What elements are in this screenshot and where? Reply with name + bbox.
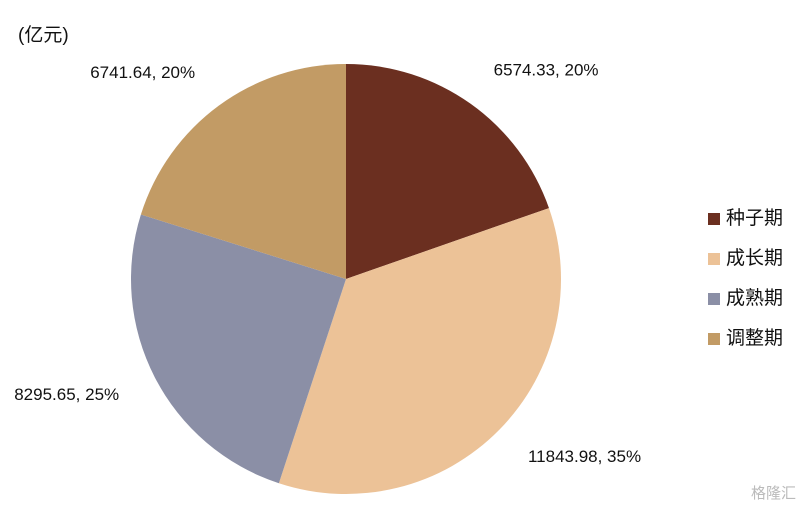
pie-slice bbox=[140, 64, 346, 279]
legend-swatch bbox=[708, 253, 720, 265]
legend-label: 成长期 bbox=[726, 247, 783, 269]
pie-slice bbox=[278, 208, 561, 494]
legend-swatch bbox=[708, 333, 720, 345]
data-label: 6574.33, 20% bbox=[494, 61, 599, 80]
pie-slice bbox=[130, 214, 346, 484]
data-label: 8295.65, 25% bbox=[14, 385, 119, 404]
legend-label: 成熟期 bbox=[726, 287, 783, 309]
legend-label: 种子期 bbox=[726, 207, 783, 229]
data-label: 11843.98, 35% bbox=[528, 447, 641, 466]
legend-swatch bbox=[708, 293, 720, 305]
legend-swatch bbox=[708, 213, 720, 225]
pie-slice bbox=[346, 64, 549, 279]
unit-label: (亿元) bbox=[18, 24, 69, 46]
data-label: 6741.64, 20% bbox=[90, 63, 195, 82]
watermark: 格隆汇 bbox=[751, 485, 796, 502]
legend-label: 调整期 bbox=[726, 327, 783, 349]
